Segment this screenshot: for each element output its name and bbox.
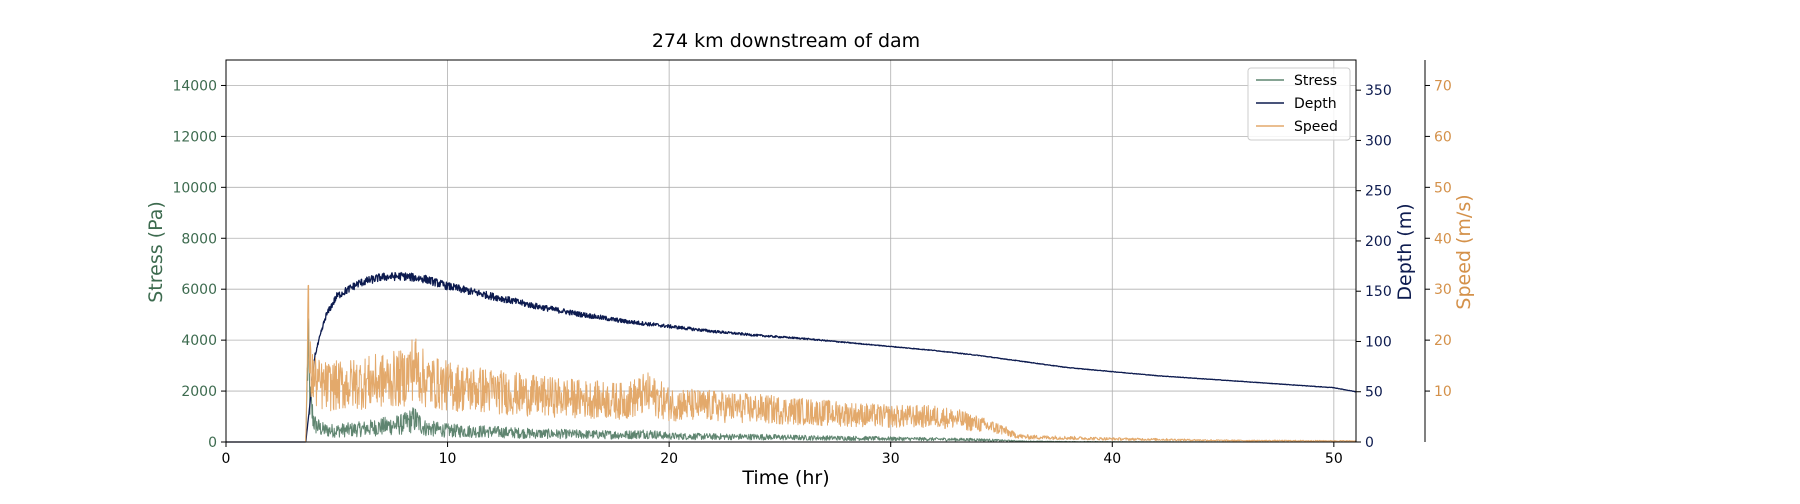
depth-tick-label-1: 50: [1365, 385, 1383, 401]
depth-tick-label-7: 350: [1365, 83, 1392, 99]
y-axis-label-depth: Depth (m): [1394, 203, 1416, 300]
grid: [225, 60, 1356, 443]
series-layer: [225, 271, 1357, 443]
speed-tick-label-4: 50: [1434, 180, 1452, 196]
legend-label-depth: Depth: [1294, 96, 1337, 112]
speed-tick-label-6: 70: [1434, 78, 1452, 94]
depth-tick-label-3: 150: [1365, 284, 1392, 300]
plot-frame: [225, 59, 1357, 443]
x-tick-label-0: 0: [222, 451, 231, 467]
legend-label-speed: Speed: [1294, 119, 1338, 135]
x-tick-label-1: 10: [439, 451, 457, 467]
stress-tick-label-7: 14000: [172, 78, 217, 94]
stress-tick-label-6: 12000: [172, 129, 217, 145]
series-line-speed: [225, 284, 1357, 443]
stress-tick-label-5: 10000: [172, 180, 217, 196]
legend-label-stress: Stress: [1294, 73, 1337, 89]
speed-tick-label-1: 20: [1434, 333, 1452, 349]
y-axis-label-stress: Stress (Pa): [145, 201, 167, 303]
depth-tick-label-6: 300: [1365, 133, 1392, 149]
depth-tick-label-2: 100: [1365, 334, 1392, 350]
legend-box: [1247, 67, 1351, 141]
x-tick-label-2: 20: [660, 451, 678, 467]
chart-title: 274 km downstream of dam: [652, 30, 920, 52]
depth-tick-label-4: 200: [1365, 234, 1392, 250]
speed-tick-label-0: 10: [1434, 384, 1452, 400]
depth-tick-label-0: 0: [1365, 435, 1374, 451]
stress-tick-label-4: 8000: [181, 231, 217, 247]
speed-tick-label-2: 30: [1434, 282, 1452, 298]
speed-tick-label-5: 60: [1434, 129, 1452, 145]
stress-tick-label-1: 2000: [181, 384, 217, 400]
x-tick-label-4: 40: [1103, 451, 1121, 467]
legend: Stress Depth Speed: [1247, 67, 1351, 141]
stress-tick-label-3: 6000: [181, 282, 217, 298]
y-axis-label-speed: Speed (m/s): [1453, 194, 1475, 309]
speed-tick-label-3: 40: [1434, 231, 1452, 247]
axes: 0 10 20 30 40 5002000400060008000100001200014…: [172, 59, 1452, 467]
x-tick-label-3: 30: [882, 451, 900, 467]
series-line-depth: [225, 271, 1357, 443]
stress-tick-label-2: 4000: [181, 333, 217, 349]
x-axis-label: Time (hr): [741, 467, 829, 489]
depth-tick-label-5: 250: [1365, 184, 1392, 200]
stress-tick-label-0: 0: [208, 435, 217, 451]
x-tick-label-5: 50: [1325, 451, 1343, 467]
